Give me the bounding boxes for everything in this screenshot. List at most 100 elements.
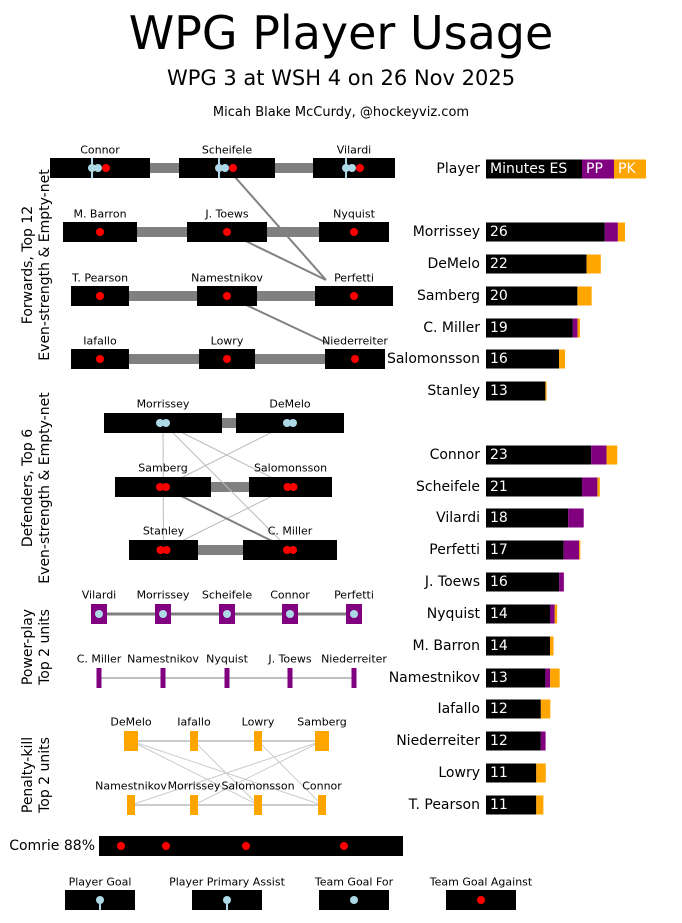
legend-es-label: Minutes ES	[490, 161, 567, 177]
bar-pk-segment	[540, 699, 551, 719]
defense-goal-marker	[283, 483, 292, 491]
forward-player-label: J. Toews	[204, 208, 249, 221]
section-label-line: Top 2 units	[37, 609, 53, 686]
pk-player-box	[254, 731, 262, 751]
pk-player-label: Salomonsson	[221, 780, 294, 793]
bar-es-segment	[486, 349, 560, 369]
pp-goal-for-marker	[95, 610, 103, 618]
defense-goal-marker	[289, 419, 297, 427]
bar-value-label: 26	[490, 224, 508, 240]
bar-value-label: 11	[490, 797, 508, 813]
bar-player-name: Vilardi	[436, 510, 480, 526]
bar-es-segment	[486, 763, 537, 783]
pp-player-label: Morrissey	[137, 589, 190, 602]
bar-pk-segment	[597, 477, 600, 497]
defense-goal-marker	[283, 419, 291, 427]
team-goal-against-marker	[96, 355, 104, 363]
bar-pp-segment	[604, 222, 618, 242]
bar-es-segment	[486, 381, 546, 401]
pp-player-box	[96, 668, 102, 688]
pp-player-label: Connor	[270, 589, 310, 602]
pk-player-box	[315, 731, 329, 751]
bar-player-name: Niederreiter	[396, 733, 480, 749]
bar-player-name: Nyquist	[427, 606, 481, 622]
bar-player-name: Stanley	[427, 383, 480, 399]
pk-player-label: Samberg	[297, 716, 347, 729]
pk-player-box	[124, 731, 138, 751]
team-goal-for-marker	[94, 164, 102, 172]
pp-player-label: C. Miller	[77, 653, 122, 666]
forward-cross-link	[226, 167, 327, 281]
event-legend-marker	[350, 896, 358, 904]
goalie-goal-against-marker	[242, 842, 250, 850]
bar-value-label: 18	[490, 510, 508, 526]
bar-pk-segment	[550, 668, 560, 688]
defense-cross-link	[162, 422, 291, 488]
bar-es-segment	[486, 668, 546, 688]
pk-cross-link	[193, 740, 323, 806]
bar-pp-segment	[581, 477, 598, 497]
team-goal-against-marker	[351, 355, 359, 363]
bar-es-segment	[486, 222, 605, 242]
pk-player-label: Iafallo	[177, 716, 211, 729]
team-goal-against-marker	[96, 228, 104, 236]
pk-player-label: Lowry	[242, 716, 275, 729]
pp-player-label: Nyquist	[206, 653, 248, 666]
bar-pk-segment	[554, 604, 558, 624]
team-goal-against-marker	[223, 228, 231, 236]
defense-player-label: DeMelo	[269, 398, 311, 411]
pk-player-label: Namestnikov	[95, 780, 167, 793]
pp-player-label: Namestnikov	[127, 653, 199, 666]
bar-es-segment	[486, 508, 569, 528]
pp-player-box	[287, 668, 293, 688]
section-label: Defenders, Top 6Even-strength & Empty-ne…	[20, 392, 53, 584]
bar-es-segment	[486, 318, 573, 338]
pp-player-label: Perfetti	[334, 589, 374, 602]
defense-player-label: Salomonsson	[254, 462, 327, 475]
pk-player-box	[190, 731, 198, 751]
pp-player-label: Scheifele	[202, 589, 253, 602]
defense-goal-marker	[289, 546, 297, 554]
defense-goal-marker	[283, 546, 291, 554]
bar-value-label: 14	[490, 606, 508, 622]
bar-value-label: 13	[490, 670, 508, 686]
bar-es-segment	[486, 477, 582, 497]
bar-value-label: 12	[490, 733, 508, 749]
bar-pp-segment	[572, 318, 578, 338]
bar-pk-segment	[536, 763, 546, 783]
event-legend-marker	[477, 896, 485, 904]
bar-player-name: J. Toews	[424, 574, 480, 590]
pp-goal-for-marker	[223, 610, 231, 618]
defense-cross-link	[162, 486, 291, 551]
pk-player-box	[318, 795, 326, 815]
defense-player-label: Morrissey	[137, 398, 190, 411]
defense-goal-marker	[162, 419, 170, 427]
bar-player-name: Perfetti	[429, 542, 480, 558]
legend-pk-swatch	[614, 159, 646, 179]
bar-es-segment	[486, 636, 550, 656]
defense-goal-marker	[162, 546, 171, 554]
team-goal-against-marker	[356, 164, 364, 172]
goalie-goal-against-marker	[340, 842, 348, 850]
defense-goal-marker	[156, 483, 164, 491]
defense-cross-link	[162, 422, 291, 551]
defense-goal-marker	[156, 419, 164, 427]
bar-value-label: 23	[490, 447, 508, 463]
legend-pk-label: PK	[618, 161, 636, 177]
forward-player-label: T. Pearson	[71, 272, 128, 285]
bar-es-segment	[486, 795, 537, 815]
section-label-line: Even-strength & Empty-net	[37, 392, 53, 584]
defense-goal-marker	[289, 483, 298, 491]
pp-player-label: Vilardi	[82, 589, 117, 602]
bar-value-label: 17	[490, 542, 508, 558]
legend-es-swatch	[486, 159, 582, 179]
chart-credit: Micah Blake McCurdy, @hockeyviz.com	[212, 105, 470, 120]
pk-cross-link	[130, 740, 259, 806]
bar-value-label: 20	[490, 288, 508, 304]
bar-value-label: 14	[490, 638, 508, 654]
bar-pk-segment	[545, 381, 547, 401]
bar-pk-segment	[577, 286, 592, 306]
bar-pp-segment	[568, 508, 584, 528]
forward-player-label: Perfetti	[334, 272, 374, 285]
